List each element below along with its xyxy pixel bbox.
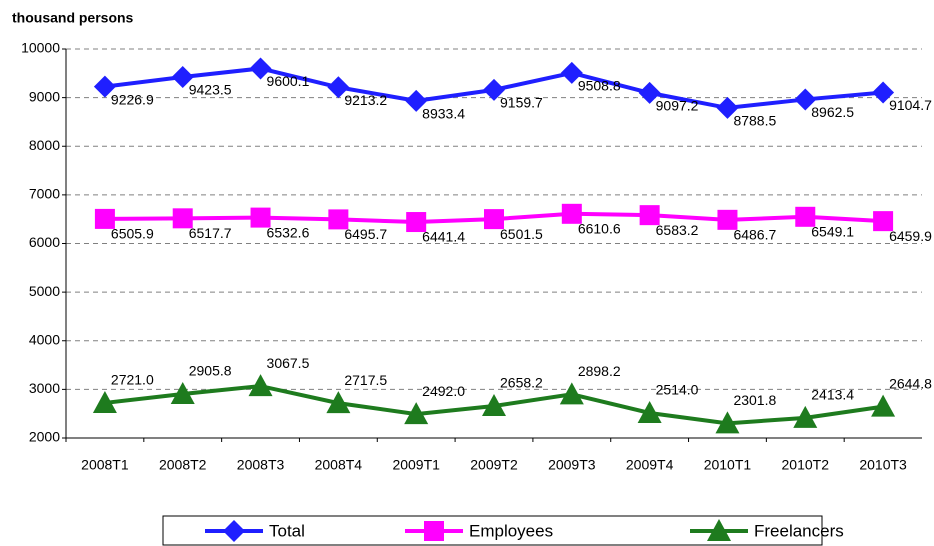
marker — [561, 203, 582, 224]
legend-marker — [707, 519, 731, 541]
marker — [794, 88, 817, 111]
marker — [170, 381, 195, 404]
marker — [717, 209, 738, 230]
data-label: 2514.0 — [656, 382, 699, 398]
y-tick-label: 10000 — [21, 40, 60, 56]
y-tick-label: 4000 — [29, 331, 60, 347]
x-tick-label: 2009T1 — [392, 457, 440, 473]
data-label: 9226.9 — [111, 91, 154, 107]
data-label: 3067.5 — [267, 355, 310, 371]
marker — [406, 212, 427, 233]
legend-marker — [424, 521, 444, 541]
data-label: 2301.8 — [733, 392, 776, 408]
marker — [328, 209, 349, 230]
marker — [638, 81, 661, 104]
legend-label: Total — [269, 521, 305, 540]
marker — [248, 374, 273, 397]
x-tick-label: 2008T3 — [237, 457, 285, 473]
data-label: 2658.2 — [500, 375, 543, 391]
y-tick-label: 6000 — [29, 234, 60, 250]
marker — [871, 394, 896, 417]
data-label: 6441.4 — [422, 229, 465, 245]
marker — [482, 393, 506, 416]
data-label: 6505.9 — [111, 226, 154, 242]
x-tick-label: 2010T1 — [704, 457, 752, 473]
data-label: 2492.0 — [422, 383, 465, 399]
marker — [171, 66, 194, 89]
data-label: 6486.7 — [733, 227, 776, 243]
legend-marker — [223, 520, 245, 542]
data-label: 9104.7 — [889, 97, 932, 113]
marker — [250, 207, 271, 228]
data-label: 9600.1 — [267, 73, 310, 89]
marker — [92, 390, 117, 413]
data-label: 8788.5 — [733, 113, 776, 129]
data-label: 6532.6 — [267, 224, 310, 240]
x-tick-label: 2008T1 — [81, 457, 129, 473]
data-label: 2905.8 — [189, 363, 232, 379]
data-label: 6610.6 — [578, 221, 621, 237]
data-label: 2644.8 — [889, 375, 932, 391]
data-label: 2898.2 — [578, 363, 621, 379]
data-label: 9213.2 — [344, 92, 387, 108]
marker — [716, 96, 739, 119]
data-label: 6517.7 — [189, 225, 232, 241]
data-label: 8962.5 — [811, 104, 854, 120]
y-tick-label: 3000 — [29, 380, 60, 396]
marker — [873, 211, 894, 232]
marker — [327, 76, 350, 99]
y-tick-label: 5000 — [29, 283, 60, 299]
marker — [795, 206, 816, 227]
data-label: 9423.5 — [189, 82, 232, 98]
marker — [405, 89, 428, 112]
y-tick-label: 7000 — [29, 186, 60, 202]
data-label: 2721.0 — [111, 372, 154, 388]
marker — [249, 57, 272, 80]
marker — [483, 78, 505, 101]
marker — [93, 75, 116, 98]
data-label: 8933.4 — [422, 106, 465, 122]
x-tick-label: 2008T2 — [159, 457, 207, 473]
marker — [326, 391, 351, 414]
marker — [560, 61, 583, 84]
marker — [872, 81, 895, 104]
data-label: 6501.5 — [500, 226, 543, 242]
marker — [637, 401, 662, 424]
marker — [94, 208, 115, 229]
marker — [639, 205, 660, 226]
x-tick-label: 2010T3 — [859, 457, 907, 473]
y-tick-label: 8000 — [29, 137, 60, 153]
x-tick-label: 2008T4 — [315, 457, 363, 473]
data-label: 2413.4 — [811, 387, 854, 403]
data-label: 9508.8 — [578, 78, 621, 94]
data-label: 2717.5 — [344, 372, 387, 388]
x-tick-label: 2009T3 — [548, 457, 596, 473]
x-tick-label: 2010T2 — [782, 457, 830, 473]
marker — [172, 208, 193, 229]
legend-label: Freelancers — [754, 521, 844, 540]
y-tick-label: 9000 — [29, 88, 60, 104]
data-label: 9097.2 — [656, 98, 699, 114]
marker — [484, 209, 504, 230]
marker — [404, 402, 429, 425]
data-label: 6583.2 — [656, 222, 699, 238]
data-label: 9159.7 — [500, 95, 543, 111]
y-tick-label: 2000 — [29, 429, 60, 445]
y-axis-label: thousand persons — [12, 10, 134, 26]
data-label: 6495.7 — [344, 226, 387, 242]
x-tick-label: 2009T4 — [626, 457, 674, 473]
data-label: 6549.1 — [811, 224, 854, 240]
x-tick-label: 2009T2 — [470, 457, 518, 473]
marker — [559, 382, 584, 405]
legend-label: Employees — [469, 521, 553, 540]
marker — [715, 411, 740, 434]
data-label: 6459.9 — [889, 228, 932, 244]
marker — [793, 405, 818, 428]
